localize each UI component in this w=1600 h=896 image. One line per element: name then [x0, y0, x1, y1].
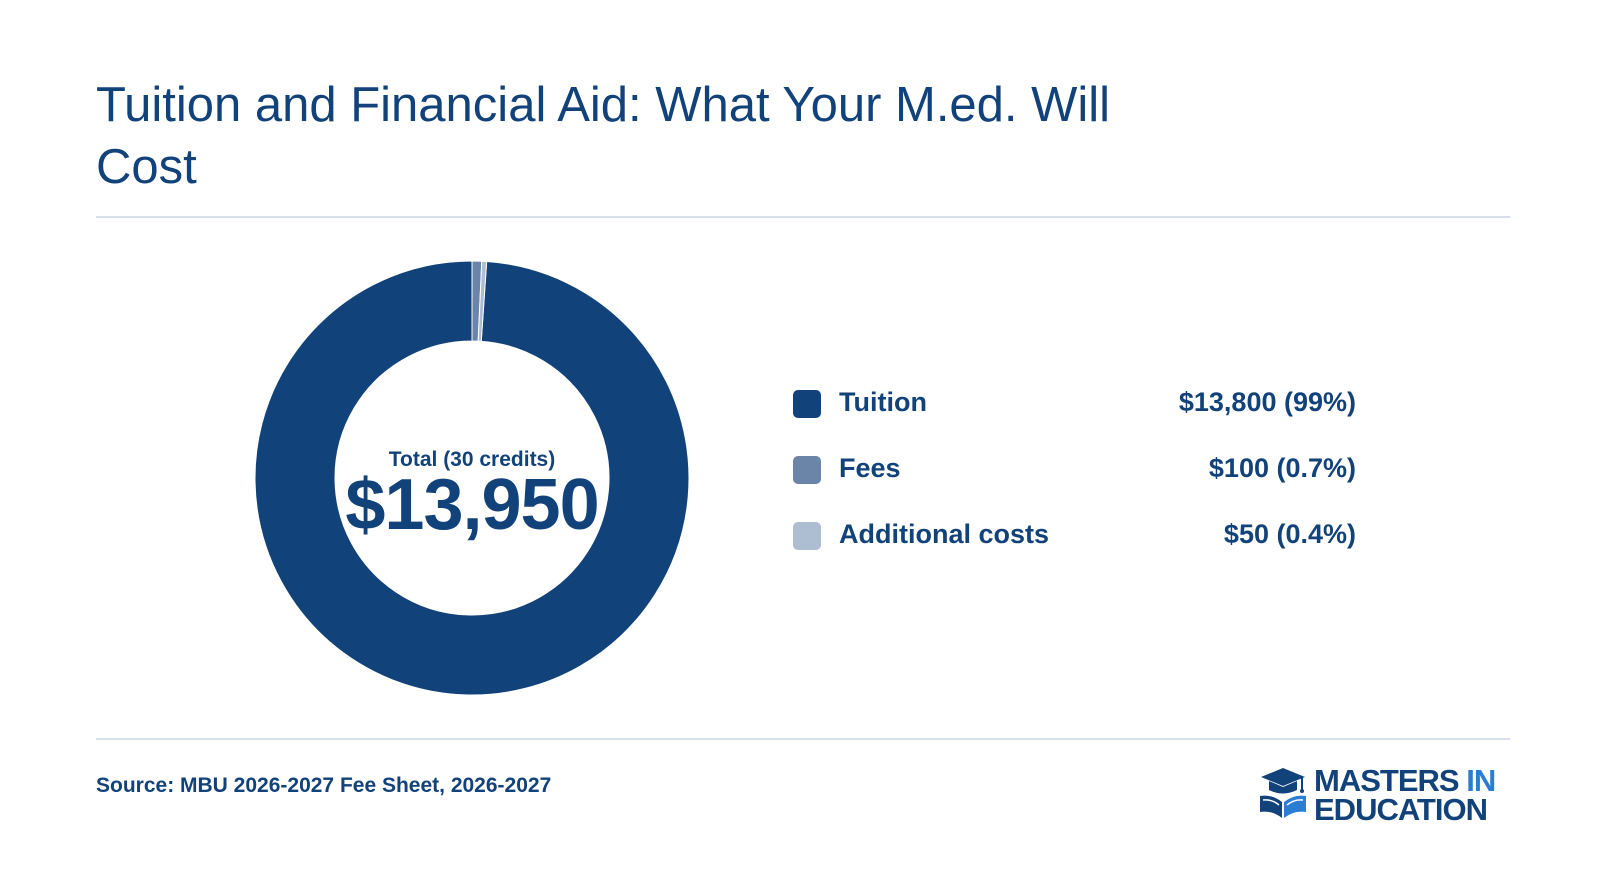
- graduation-cap-book-icon: [1260, 768, 1306, 818]
- legend-value-fees: $100 (0.7%): [1208, 453, 1356, 483]
- center-label: Total (30 credits): [388, 448, 556, 471]
- logo-word-in: IN: [1466, 763, 1496, 798]
- logo-word-masters: MASTERS: [1314, 763, 1460, 798]
- logo-wordmark: MASTERS IN EDUCATION: [1314, 763, 1496, 827]
- donut-svg: [254, 260, 690, 696]
- donut-chart: Total (30 credits) $13,950: [250, 256, 694, 700]
- top-divider: [96, 216, 1510, 218]
- legend-swatch-additional-costs: [793, 522, 821, 550]
- legend-label-tuition: Tuition: [839, 387, 927, 417]
- legend-item-fees: Fees $100 (0.7%): [793, 446, 1356, 512]
- legend-value-tuition: $13,800 (99%): [1178, 387, 1356, 417]
- legend-label-additional-costs: Additional costs: [839, 519, 1050, 549]
- legend-swatch-fees: [793, 456, 821, 484]
- legend-item-tuition: Tuition $13,800 (99%): [793, 380, 1356, 446]
- legend-value-additional-costs: $50 (0.4%): [1223, 519, 1356, 549]
- center-total-value: $13,950: [345, 465, 599, 545]
- source-note: Source: MBU 2026-2027 Fee Sheet, 2026-20…: [96, 774, 552, 797]
- donut-slice-tuition: [254, 260, 690, 696]
- legend-item-additional-costs: Additional costs $50 (0.4%): [793, 512, 1356, 578]
- donut-slice-additional-costs: [477, 260, 488, 342]
- legend-swatch-tuition: [793, 390, 821, 418]
- legend-label-fees: Fees: [839, 453, 901, 483]
- logo-word-education: EDUCATION: [1314, 792, 1488, 827]
- bottom-divider: [96, 738, 1510, 740]
- chart-title: Tuition and Financial Aid: What Your M.e…: [96, 78, 1111, 194]
- legend: Tuition $13,800 (99%) Fees $100 (0.7%) A…: [793, 380, 1356, 578]
- masters-in-education-logo[interactable]: MASTERS IN EDUCATION: [1258, 763, 1510, 827]
